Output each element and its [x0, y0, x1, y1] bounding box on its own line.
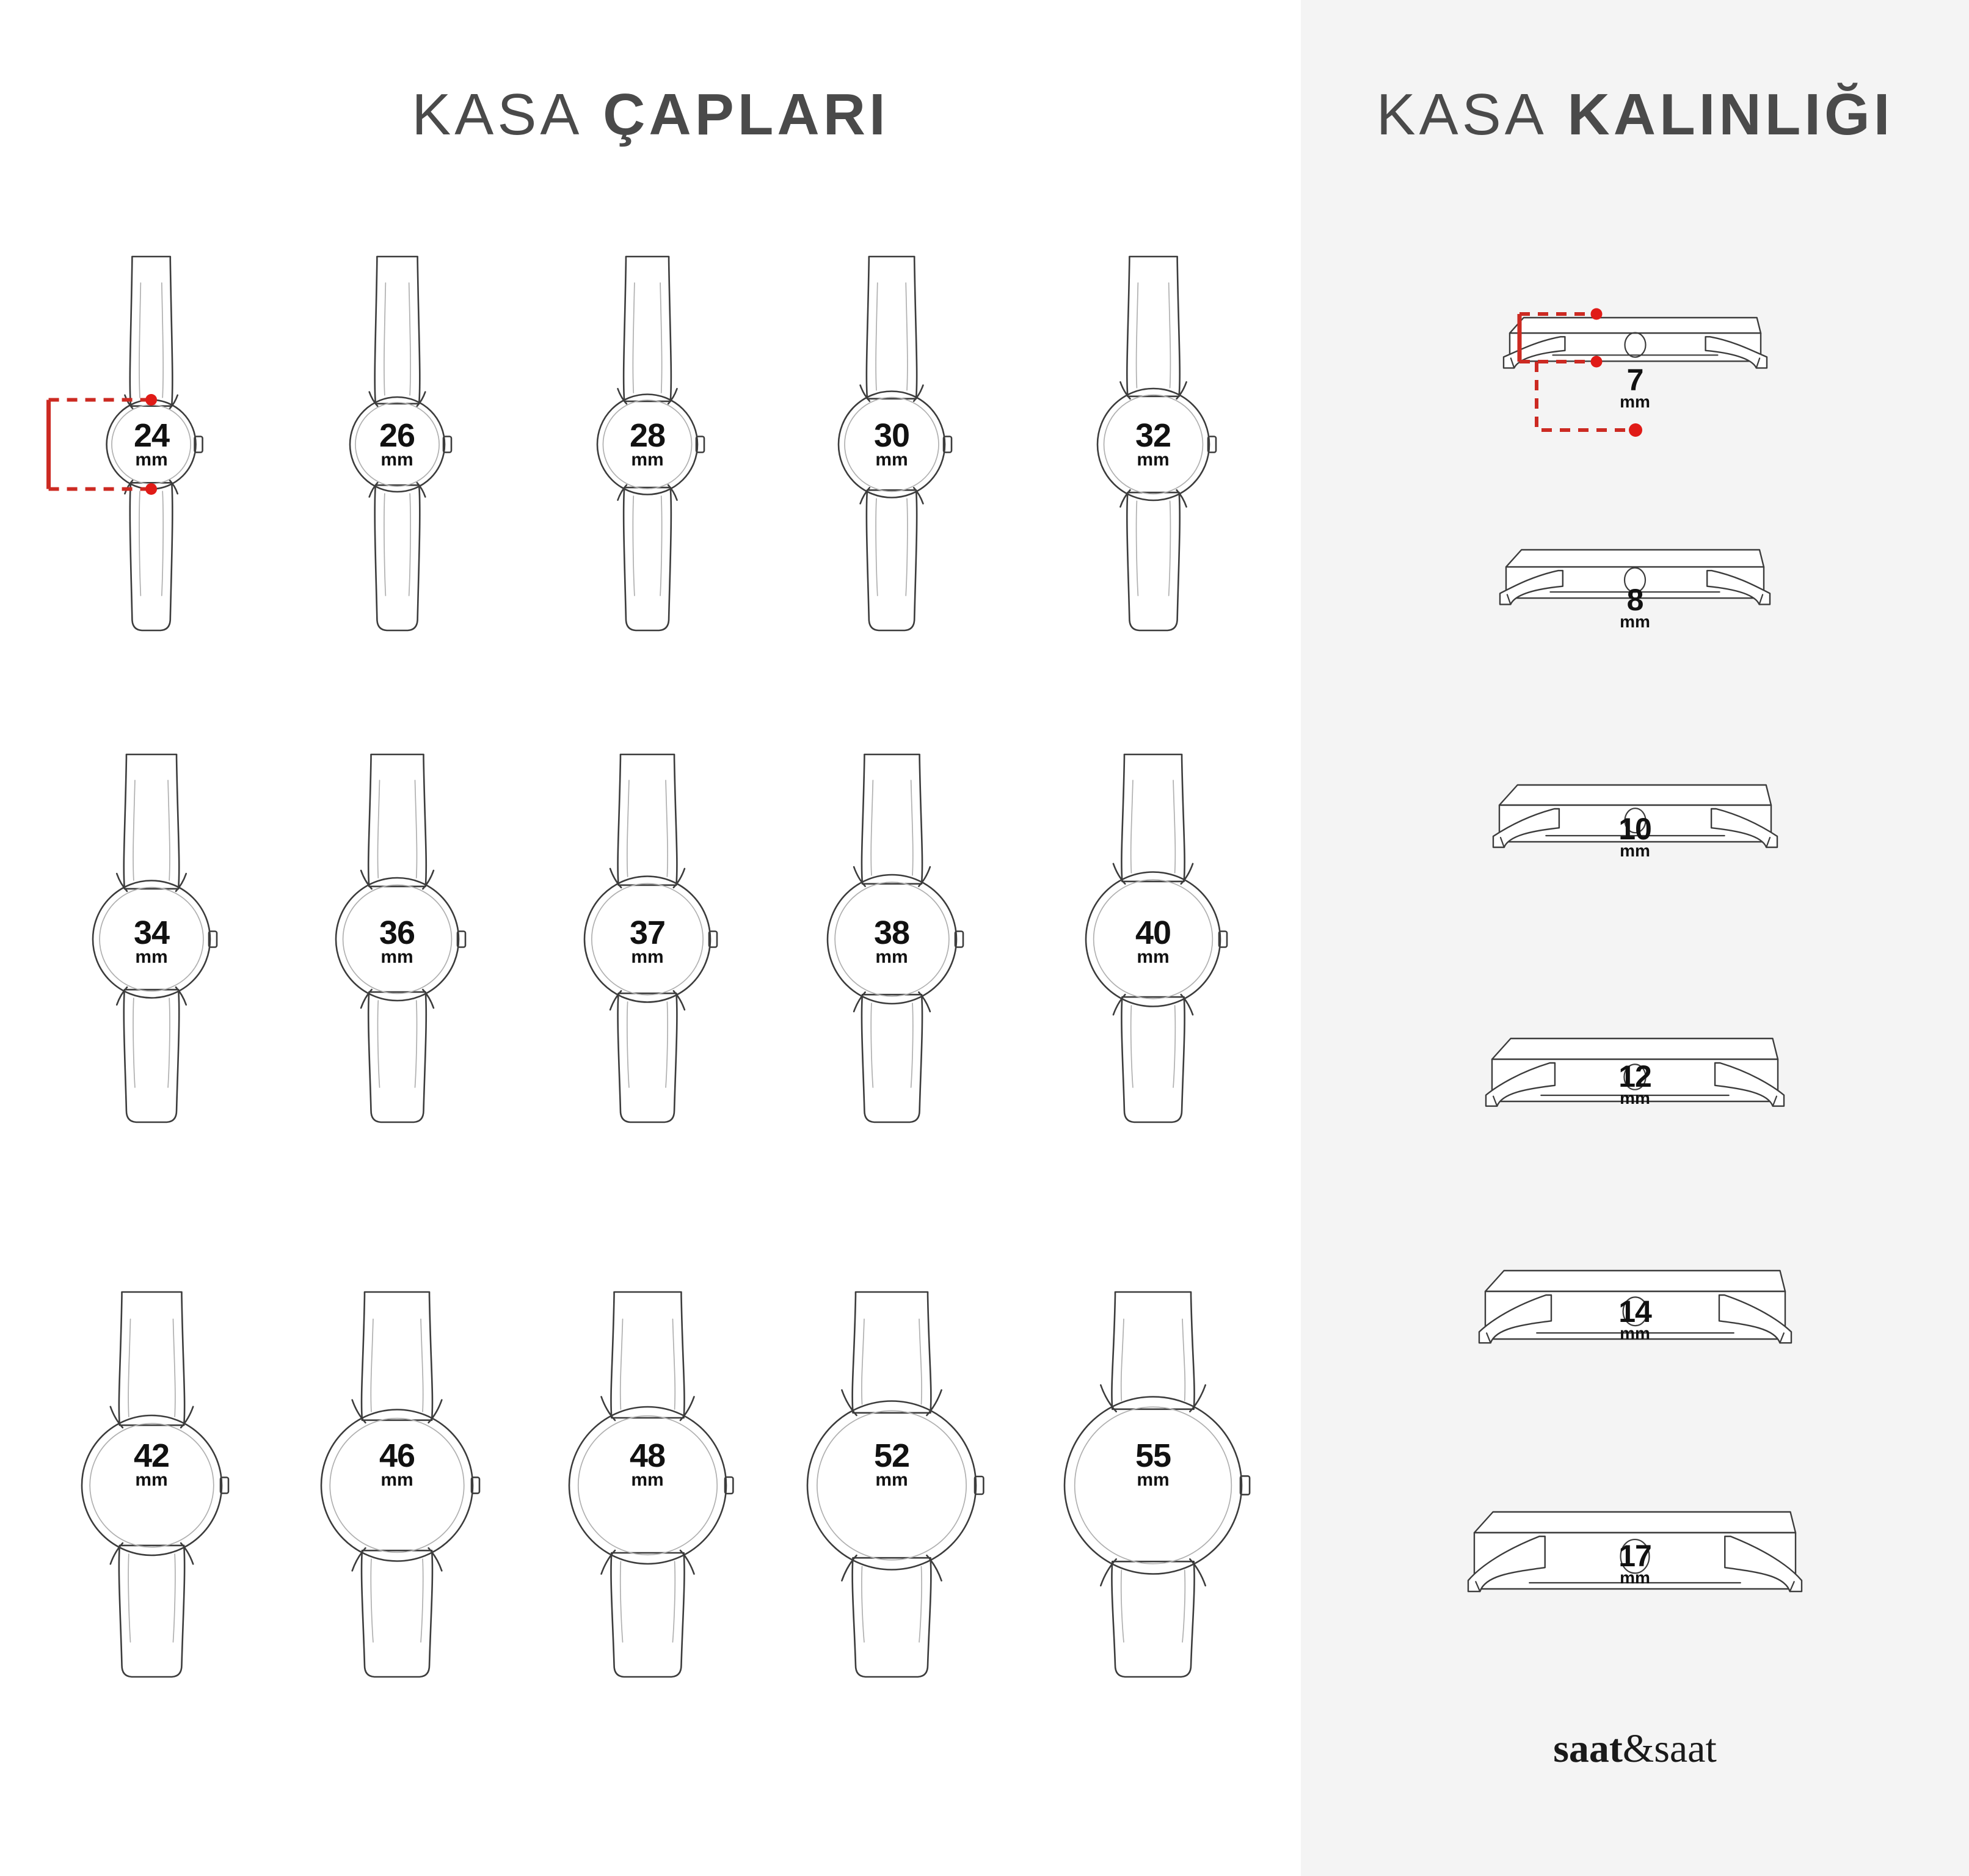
case-profile-17mm[interactable] — [1438, 1487, 1832, 1605]
thickness-label-17: 17 mm — [1556, 1539, 1714, 1587]
watch-42mm[interactable] — [27, 1291, 277, 1679]
watch-30mm[interactable] — [784, 255, 1000, 632]
watch-52mm[interactable] — [752, 1291, 1031, 1679]
watch-32mm[interactable] — [1043, 255, 1264, 632]
thickness-number: 8 — [1626, 583, 1644, 617]
thickness-number: 14 — [1618, 1294, 1652, 1329]
title-right-light: KASA — [1376, 82, 1548, 147]
watch-34mm[interactable] — [38, 753, 265, 1124]
watch-40mm[interactable] — [1031, 753, 1275, 1124]
title-left-light: KASA — [412, 82, 583, 147]
thickness-unit: mm — [1620, 612, 1650, 631]
watch-38mm[interactable] — [773, 753, 1011, 1124]
case-thickness-title: KASA KALINLIĞI — [1301, 86, 1969, 144]
thickness-number: 12 — [1618, 1059, 1652, 1093]
thickness-label-12: 12 mm — [1556, 1059, 1714, 1108]
thickness-label-10: 10 mm — [1556, 812, 1714, 860]
case-profile-12mm[interactable] — [1455, 1014, 1814, 1117]
brand-second: saat — [1654, 1726, 1717, 1771]
thickness-number: 17 — [1618, 1539, 1652, 1573]
watch-26mm[interactable] — [295, 255, 500, 632]
brand-amp: & — [1622, 1726, 1654, 1771]
title-right-bold: KALINLIĞI — [1567, 82, 1894, 147]
thickness-number: 10 — [1618, 812, 1652, 846]
thickness-unit: mm — [1620, 1568, 1650, 1587]
case-profile-8mm[interactable] — [1469, 525, 1800, 618]
thickness-unit: mm — [1620, 1089, 1650, 1108]
thickness-label-8: 8 mm — [1556, 583, 1714, 631]
thickness-unit: mm — [1620, 392, 1650, 411]
brand-logo: saat&saat — [1301, 1729, 1969, 1769]
thickness-label-7: 7 mm — [1556, 363, 1714, 411]
case-diameter-title: KASA ÇAPLARI — [0, 86, 1301, 144]
title-left-bold: ÇAPLARI — [603, 82, 889, 147]
case-profile-7mm[interactable] — [1473, 293, 1797, 382]
thickness-label-14: 14 mm — [1556, 1294, 1714, 1343]
watch-24mm[interactable] — [46, 255, 251, 632]
watch-48mm[interactable] — [514, 1291, 781, 1679]
case-profile-10mm[interactable] — [1463, 761, 1808, 858]
watch-46mm[interactable] — [266, 1291, 528, 1679]
watch-36mm[interactable] — [281, 753, 514, 1124]
thickness-number: 7 — [1626, 363, 1644, 397]
brand-first: saat — [1553, 1726, 1623, 1771]
thickness-unit: mm — [1620, 841, 1650, 860]
case-profile-14mm[interactable] — [1449, 1246, 1822, 1355]
watch-37mm[interactable] — [530, 753, 765, 1124]
thickness-measure-bracket — [1509, 304, 1765, 448]
thickness-unit: mm — [1620, 1324, 1650, 1343]
watch-28mm[interactable] — [542, 255, 752, 632]
watch-55mm[interactable] — [1010, 1291, 1297, 1679]
